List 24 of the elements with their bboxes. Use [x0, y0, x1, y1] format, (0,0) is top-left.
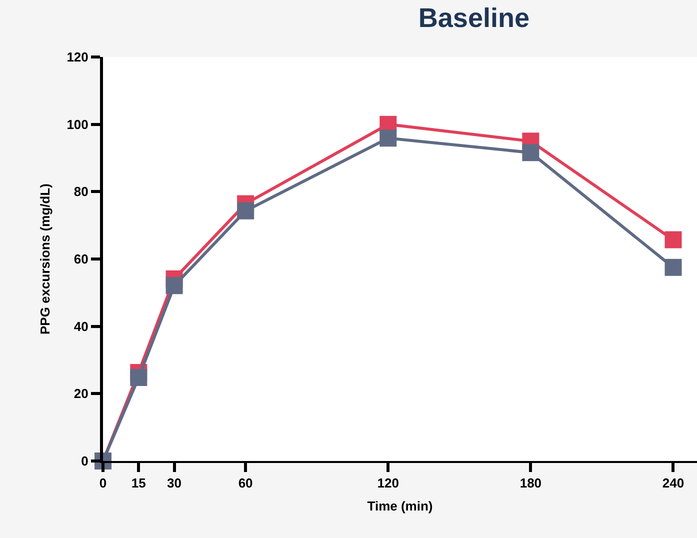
x-tick-label: 15 — [131, 476, 146, 491]
point — [380, 130, 397, 147]
chart-title: Baseline — [418, 2, 530, 33]
point — [522, 144, 540, 162]
x-tick-label: 120 — [377, 476, 399, 491]
x-axis-title: Time (min) — [367, 498, 433, 514]
y-tick-label: 40 — [74, 318, 88, 334]
point — [130, 369, 148, 386]
point — [166, 277, 183, 294]
y-tick-label: 60 — [74, 252, 88, 267]
x-tick-label: 0 — [99, 476, 107, 491]
y-tick-label: 20 — [74, 386, 88, 402]
y-axis-title: PPG excursions (mg/dL) — [38, 184, 53, 334]
x-tick-label: 60 — [238, 476, 253, 491]
y-tick-label: 0 — [81, 454, 88, 469]
point — [237, 202, 254, 220]
point — [664, 258, 682, 276]
y-tick-label: 120 — [66, 50, 88, 65]
x-tick-label: 30 — [167, 476, 182, 491]
x-tick-label: 180 — [520, 476, 542, 491]
y-tick-label: 80 — [74, 184, 88, 200]
x-tick-label: 240 — [662, 476, 684, 491]
point — [664, 231, 682, 248]
y-tick-label: 100 — [66, 116, 88, 132]
